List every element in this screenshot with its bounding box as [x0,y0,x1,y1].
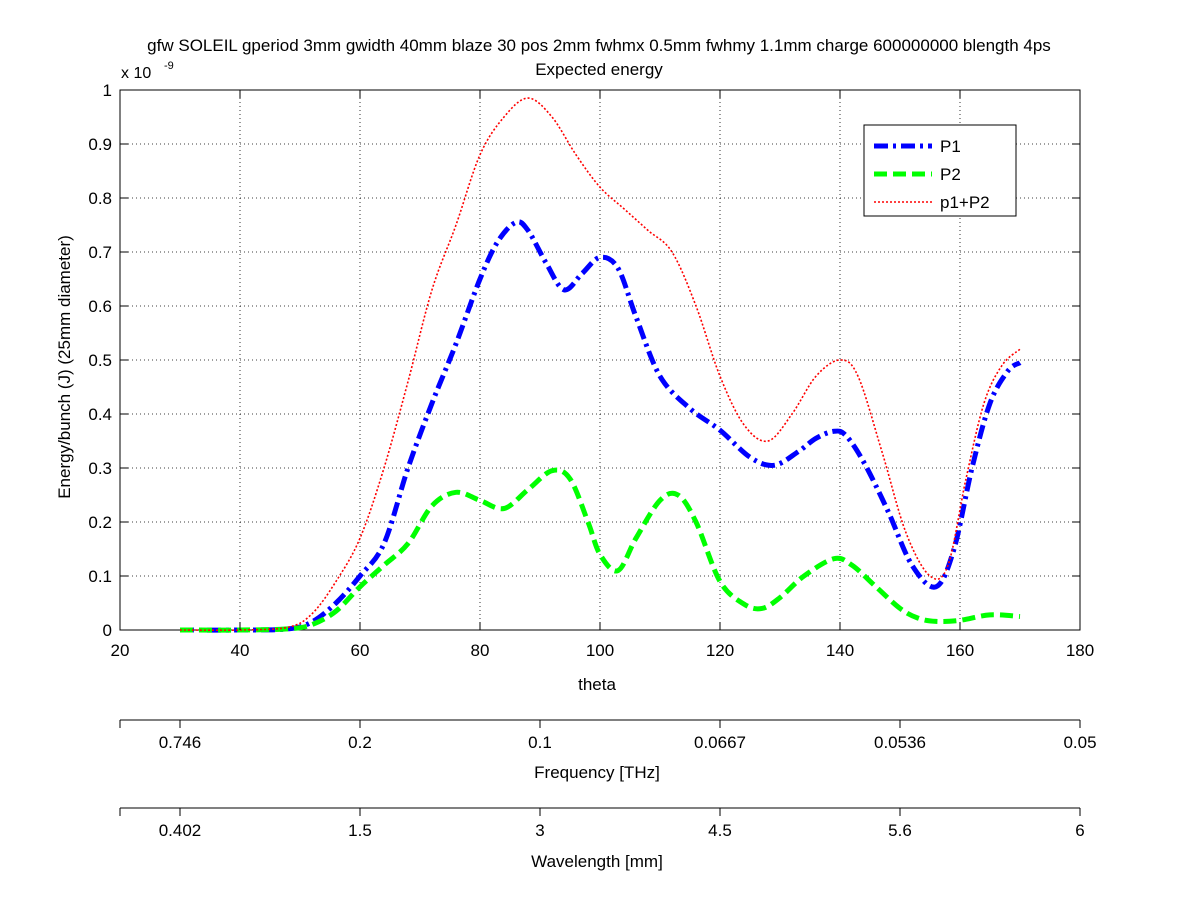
x-tick-label: 20 [111,641,130,660]
series-line-2 [179,467,1021,633]
chart-title: gfw SOLEIL gperiod 3mm gwidth 40mm blaze… [147,36,1051,55]
x-tick-label: 180 [1066,641,1094,660]
x-tick-label: 140 [826,641,854,660]
y-tick-label: 0.8 [88,189,112,208]
x-axis-label: theta [578,675,616,694]
y-exponent-power: -9 [164,60,174,72]
secondary-tick-label: 0.2 [348,733,372,752]
y-tick-label: 0.7 [88,243,112,262]
y-tick-label: 0.4 [88,405,112,424]
x-axis-ticks: 20 40 60 80 100 120 140 160 180 [111,90,1094,660]
secondary-tick-label: 4.5 [708,821,732,840]
x-tick-label: 40 [231,641,250,660]
series-line-3 [179,97,1021,632]
x-tick-label: 160 [946,641,974,660]
x-tick-label: 60 [351,641,370,660]
wavelength-axis: 0.402 1.5 3 4.5 5.6 6 [119,807,1085,840]
legend-box [863,124,1017,217]
frequency-axis-label: Frequency [THz] [534,763,660,782]
y-tick-label: 0.3 [88,459,112,478]
y-tick-label: 0.6 [88,297,112,316]
wavelength-axis-label: Wavelength [mm] [531,852,663,871]
y-exponent-label: x 10 [121,65,151,82]
y-tick-label: 0.1 [88,567,112,586]
y-tick-label: 0 [103,621,112,640]
x-tick-label: 100 [586,641,614,660]
frequency-axis: 0.746 0.2 0.1 0.0667 0.0536 0.05 [119,719,1097,752]
secondary-tick-label: 0.0667 [694,733,746,752]
y-tick-label: 0.5 [88,351,112,370]
legend-label-p2: P2 [940,165,961,184]
legend-label-p1: P1 [940,137,961,156]
secondary-tick-label: 0.05 [1063,733,1096,752]
secondary-tick-label: 5.6 [888,821,912,840]
y-tick-label: 0.9 [88,135,112,154]
secondary-tick-label: 3 [535,821,544,840]
secondary-tick-label: 6 [1075,821,1084,840]
series-layer [179,97,1022,633]
secondary-tick-label: 0.1 [528,733,552,752]
y-tick-label: 1 [103,81,112,100]
x-tick-label: 120 [706,641,734,660]
y-axis-label: Energy/bunch (J) (25mm diameter) [55,235,74,499]
grid-lines [120,90,1080,630]
y-axis-ticks: 0 0.1 0.2 0.3 0.4 0.5 0.6 0.7 0.8 0.9 1 [88,81,1080,640]
y-tick-label: 0.2 [88,513,112,532]
secondary-tick-label: 0.402 [159,821,202,840]
x-tick-label: 80 [471,641,490,660]
legend: P1 P2 p1+P2 [863,124,1017,217]
legend-label-p1p2: p1+P2 [940,193,990,212]
secondary-tick-label: 0.0536 [874,733,926,752]
secondary-tick-label: 1.5 [348,821,372,840]
chart-subtitle: Expected energy [535,60,663,79]
series-line-1 [179,219,1022,633]
secondary-tick-label: 0.746 [159,733,202,752]
